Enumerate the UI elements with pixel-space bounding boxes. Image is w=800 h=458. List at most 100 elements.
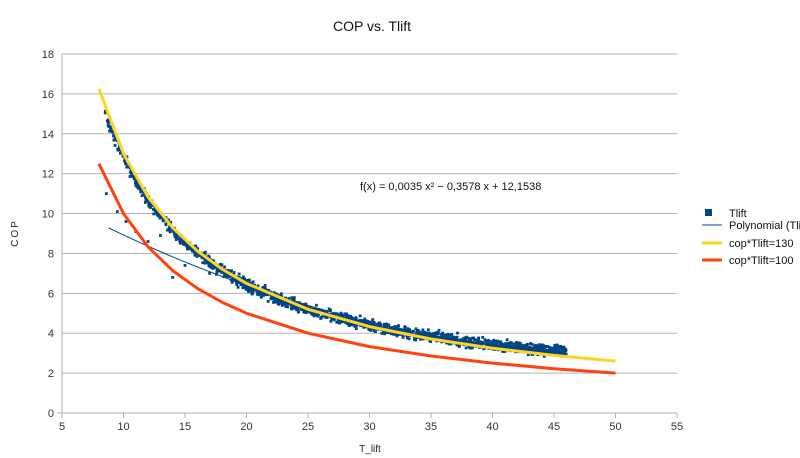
scatter-point [315, 313, 318, 317]
scatter-point [397, 324, 400, 327]
scatter-point [472, 341, 476, 345]
scatter-point [393, 325, 397, 328]
scatter-point [245, 287, 248, 291]
scatter-point [265, 288, 269, 292]
scatter-point [227, 269, 231, 272]
scatter-point [563, 347, 567, 351]
scatter-point [128, 170, 132, 174]
scatter-point [546, 345, 549, 348]
scatter-point [492, 338, 496, 342]
scatter-point [371, 318, 375, 321]
scatter-point [104, 192, 108, 195]
scatter-point [542, 345, 546, 349]
scatter-point [292, 306, 295, 309]
scatter-point [526, 353, 530, 357]
scatter-point [319, 317, 323, 320]
scatter-point [444, 333, 447, 337]
scatter-point [389, 332, 393, 336]
scatter-point [130, 172, 133, 176]
scatter-point [183, 264, 187, 267]
scatter-point [169, 220, 173, 224]
scatter-point [531, 349, 534, 353]
scatter-point [112, 133, 116, 137]
scatter-point [526, 342, 529, 346]
y-tick-label: 16 [42, 89, 54, 101]
scatter-point [476, 337, 480, 341]
grid-lines [62, 53, 677, 414]
scatter-point [540, 348, 544, 352]
scatter-point [473, 338, 476, 341]
scatter-point [490, 342, 494, 345]
scatter-point [218, 269, 221, 272]
scatter-point [247, 287, 251, 290]
scatter-point [372, 322, 375, 326]
scatter-point [262, 293, 266, 297]
scatter-point [382, 330, 386, 334]
scatter-point [261, 291, 265, 295]
scatter-point [202, 256, 205, 259]
scatter-point [230, 280, 234, 284]
scatter-point [236, 285, 240, 289]
scatter-point [263, 284, 267, 287]
scatter-point [464, 346, 468, 350]
scatter-point [201, 261, 205, 265]
scatter-point [248, 278, 251, 282]
scatter-point [501, 350, 505, 353]
scatter-point [500, 342, 504, 346]
scatter-point [258, 291, 262, 295]
scatter-point [116, 148, 120, 152]
scatter-point [410, 330, 413, 334]
scatter-point [499, 342, 502, 346]
scatter-point [167, 218, 170, 222]
scatter-point [537, 348, 541, 352]
scatter-point [115, 210, 119, 213]
scatter-point [110, 128, 114, 132]
scatter-point [345, 312, 348, 316]
scatter-point [481, 336, 485, 339]
scatter-point [374, 330, 377, 334]
scatter-point [110, 130, 114, 133]
scatter-point [455, 343, 459, 347]
line-series [97, 88, 616, 375]
scatter-point [486, 341, 490, 345]
scatter-point [503, 342, 507, 346]
scatter-point [440, 336, 444, 339]
scatter-point [292, 300, 296, 304]
scatter-point [530, 342, 534, 346]
x-tick-label: 20 [240, 421, 252, 433]
scatter-point [136, 186, 140, 190]
scatter-point [269, 290, 273, 294]
scatter-point [208, 272, 211, 275]
scatter-point [193, 250, 196, 254]
scatter-point [146, 240, 150, 243]
scatter-point [421, 328, 425, 332]
scatter-point [109, 125, 112, 128]
scatter-point [500, 345, 503, 349]
scatter-point [146, 199, 149, 203]
scatter-point [346, 322, 350, 325]
scatter-point [155, 211, 158, 215]
scatter-point [303, 308, 306, 312]
scatter-point [358, 314, 362, 318]
scatter-point [107, 118, 110, 122]
scatter-point [171, 276, 175, 279]
scatter-point [406, 336, 409, 340]
scatter-point [216, 267, 220, 271]
scatter-point [107, 125, 111, 128]
scatter-point [193, 245, 197, 248]
line-cop130 [97, 88, 616, 363]
scatter-point [152, 212, 156, 216]
scatter-point [339, 319, 342, 323]
scatter-point [278, 294, 282, 297]
scatter-point [156, 211, 160, 215]
scatter-point [445, 337, 449, 341]
scatter-point [139, 187, 142, 191]
scatter-point [553, 343, 557, 347]
scatter-series-tlift [103, 109, 568, 358]
scatter-point [308, 306, 312, 309]
scatter-point [322, 310, 326, 314]
scatter-point [425, 334, 429, 337]
scatter-point [232, 271, 236, 275]
y-tick-label: 18 [42, 49, 54, 61]
scatter-point [284, 305, 288, 308]
